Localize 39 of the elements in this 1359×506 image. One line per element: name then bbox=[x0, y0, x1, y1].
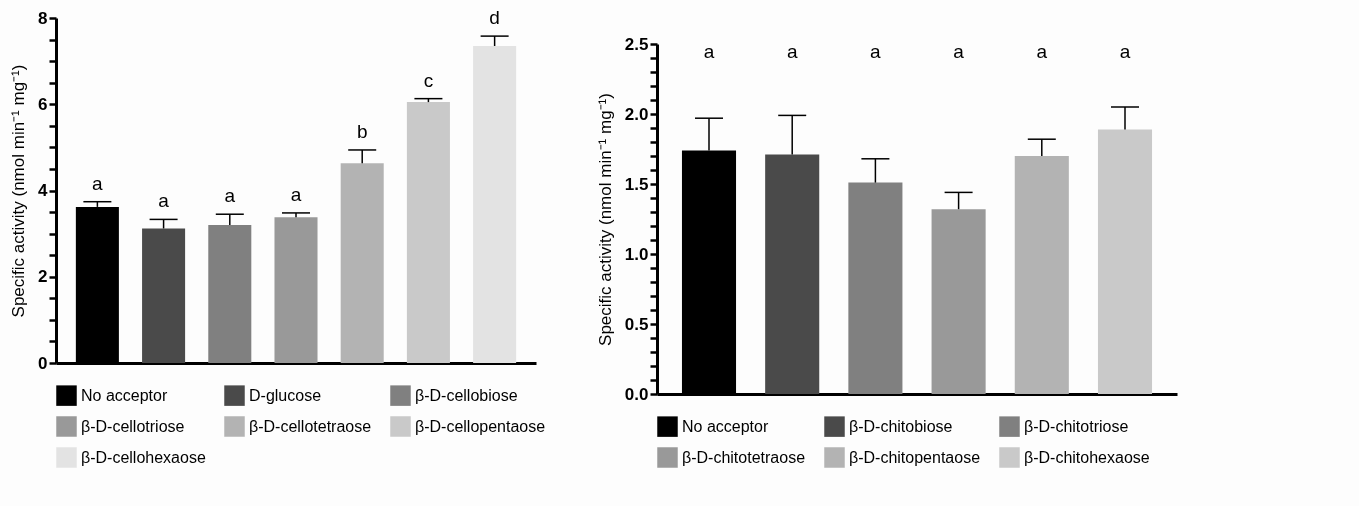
annotation: a bbox=[1119, 41, 1131, 62]
legend-label: β-D-cellohexaose bbox=[81, 448, 206, 466]
annotation: c bbox=[423, 69, 434, 91]
y-tick-label: 1.5 bbox=[624, 174, 649, 194]
legend-label: β-D-chitobiose bbox=[849, 417, 953, 435]
legend-label: No acceptor bbox=[81, 386, 168, 404]
annotation: a bbox=[786, 41, 798, 62]
legend-label: β-D-cellopentaose bbox=[415, 417, 546, 435]
y-tick-label: 2 bbox=[38, 267, 48, 287]
y-tick-label: 6 bbox=[38, 94, 48, 114]
annotation: a bbox=[703, 41, 715, 62]
legend-label: β-D-cellobiose bbox=[415, 386, 518, 404]
y-tick-label: 4 bbox=[38, 181, 49, 200]
y-tick-label: 1.0 bbox=[624, 244, 649, 264]
legend-label: β-D-chitotriose bbox=[1024, 417, 1129, 435]
legend-label: No acceptor bbox=[682, 417, 769, 435]
annotation: a bbox=[953, 41, 965, 62]
legend-label: β-D-chitotetraose bbox=[682, 448, 806, 466]
y-tick-label: 0.0 bbox=[624, 384, 649, 404]
annotation: a bbox=[224, 185, 236, 207]
annotation: a bbox=[158, 190, 170, 212]
annotation: a bbox=[1036, 41, 1048, 62]
annotation: b bbox=[356, 120, 368, 142]
annotation: a bbox=[92, 172, 104, 194]
annotation: a bbox=[290, 183, 302, 205]
y-axis-title: Specific activity (nmol min⁻¹ mg⁻¹) bbox=[9, 64, 29, 318]
y-tick-label: 2.5 bbox=[624, 34, 649, 54]
y-tick-label: 0.5 bbox=[624, 314, 649, 334]
annotation: d bbox=[489, 7, 500, 29]
annotation: a bbox=[870, 41, 882, 62]
legend-label: β-D-cellotetraose bbox=[249, 417, 372, 435]
legend-label: β-D-chitopentaose bbox=[849, 448, 981, 466]
legend-label: D-glucose bbox=[249, 386, 322, 404]
y-tick-label: 2.0 bbox=[624, 104, 649, 124]
y-tick-label: 0 bbox=[38, 353, 48, 373]
legend-label: β-D-cellotriose bbox=[81, 417, 185, 435]
y-tick-label: 8 bbox=[38, 8, 48, 28]
legend-label: β-D-chitohexaose bbox=[1024, 448, 1150, 466]
y-axis-title: Specific activity (nmol min⁻¹ mg⁻¹) bbox=[595, 93, 615, 346]
